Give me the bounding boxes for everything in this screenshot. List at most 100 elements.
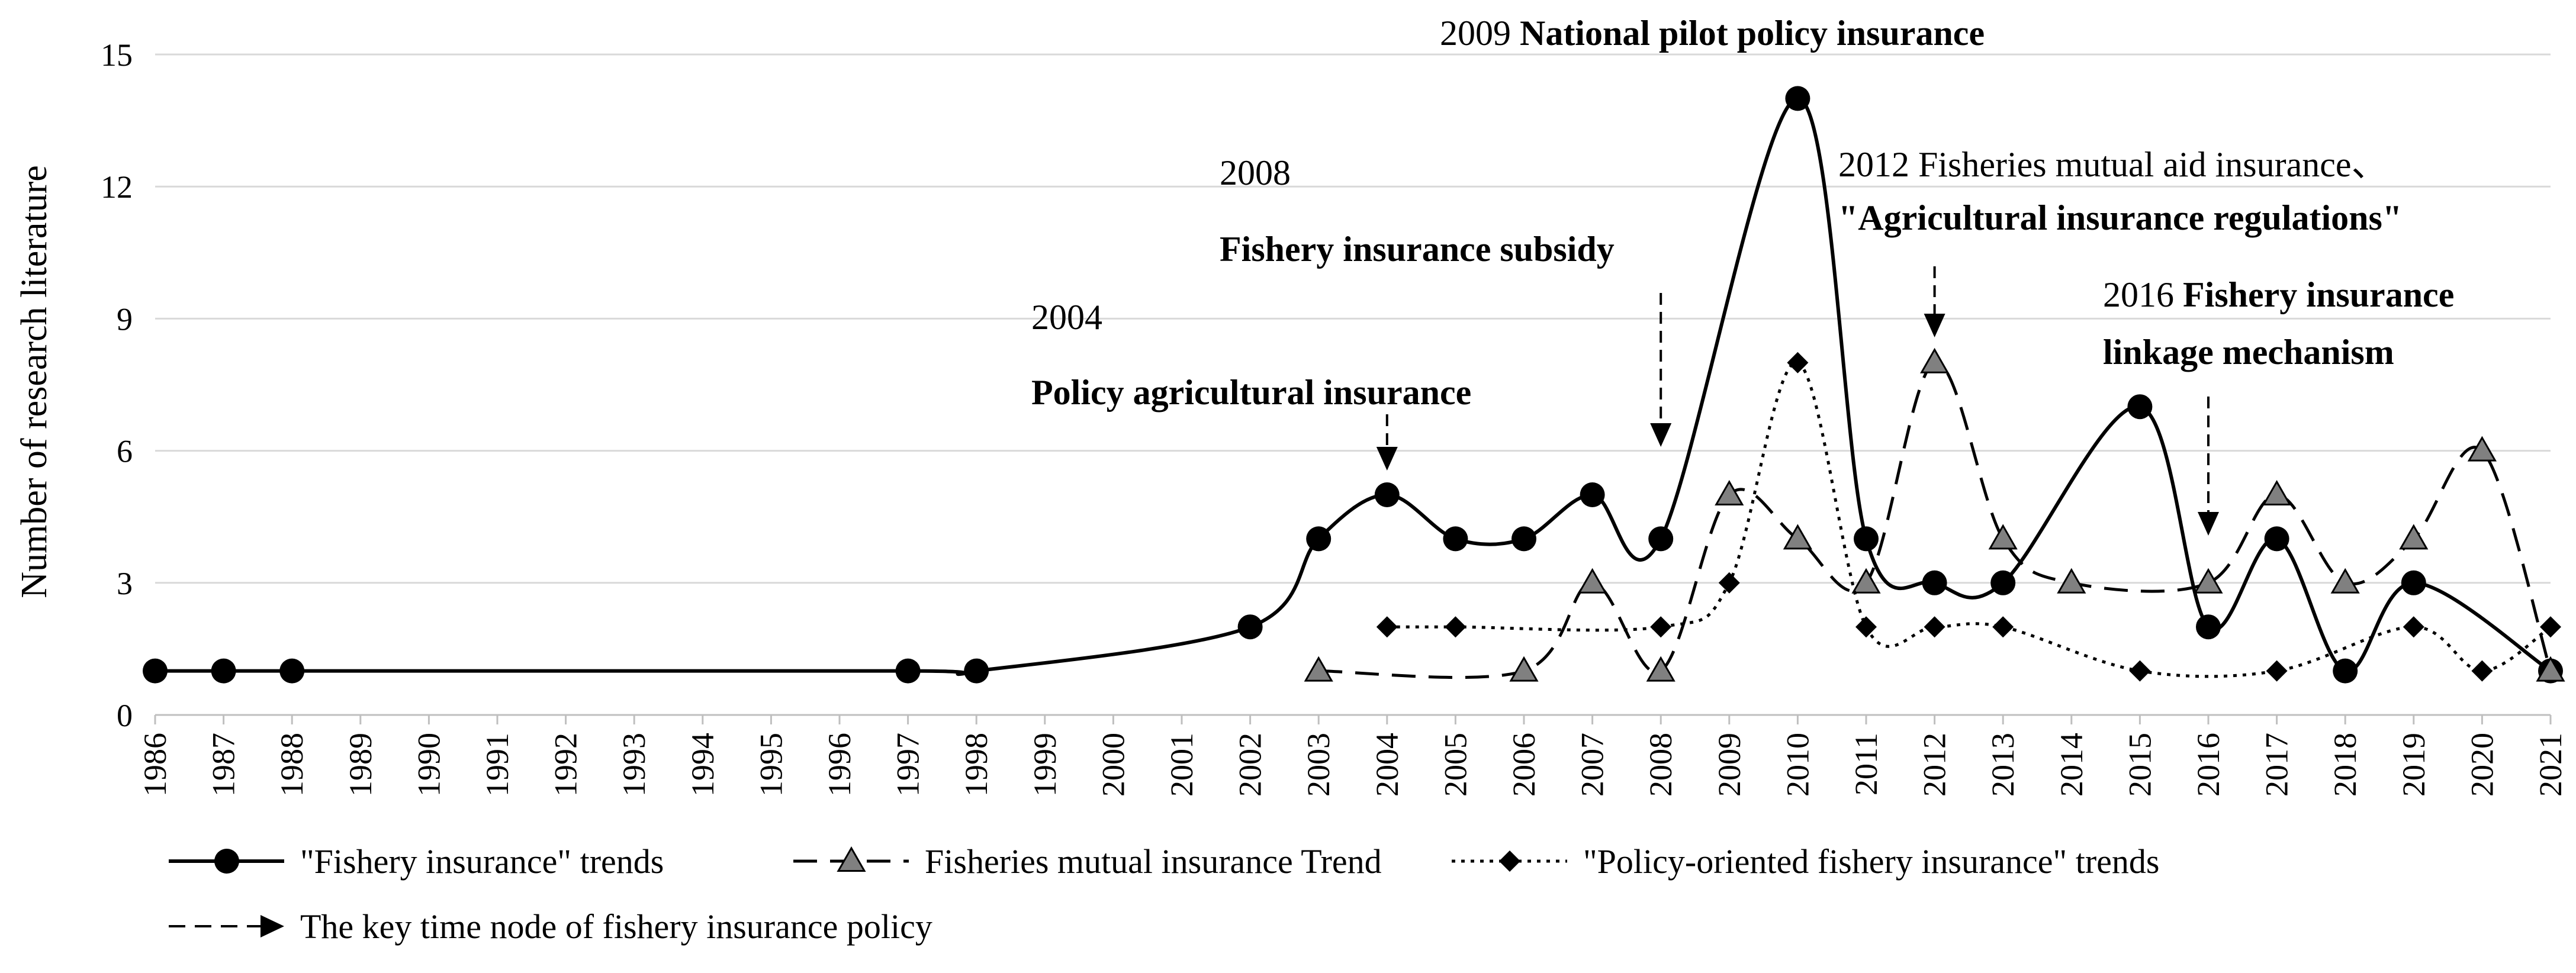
legend-label-1: Fisheries mutual insurance Trend xyxy=(925,842,1382,881)
point-1-2018 xyxy=(2330,568,2360,594)
point-1-2020 xyxy=(2467,436,2497,462)
point-0-2004 xyxy=(1374,482,1400,507)
legend: "Fishery insurance" trends Fisheries mutu… xyxy=(169,842,2159,946)
point-0-1987 xyxy=(211,658,236,684)
series-2 xyxy=(1376,352,2561,682)
x-tick-2000: 2000 xyxy=(1095,733,1131,797)
point-2-2019 xyxy=(2403,616,2424,638)
x-tick-1990: 1990 xyxy=(411,733,446,797)
point-2-2012 xyxy=(1924,616,1945,638)
y-tick-6: 6 xyxy=(117,434,133,469)
point-2-2015 xyxy=(2129,660,2151,682)
annotation-2008-year: 2008 xyxy=(1220,153,1291,192)
annotation-2012-line1: 2012 Fisheries mutual aid insurance、 xyxy=(1838,145,2387,184)
point-1-2019 xyxy=(2399,524,2429,550)
x-tick-1986: 1986 xyxy=(137,733,173,797)
x-tick-1995: 1995 xyxy=(753,733,789,797)
point-1-2012 xyxy=(1920,347,1950,373)
x-tick-2013: 2013 xyxy=(1985,733,2021,797)
point-1-2006 xyxy=(1509,656,1539,682)
point-0-2015 xyxy=(2127,394,2153,420)
x-tick-2020: 2020 xyxy=(2464,733,2500,797)
x-tick-1994: 1994 xyxy=(685,733,721,797)
point-1-2007 xyxy=(1578,568,1607,594)
point-0-2010 xyxy=(1785,86,1810,111)
point-2-2004 xyxy=(1376,616,1398,638)
point-0-2003 xyxy=(1306,526,1332,552)
x-tick-2012: 2012 xyxy=(1917,733,1953,797)
point-0-2007 xyxy=(1580,482,1605,507)
annotation-2004-arrow-head xyxy=(1376,447,1398,471)
annotations: 2004 Policy agricultural insurance 2008 Fis… xyxy=(1031,14,2454,536)
point-1-2009 xyxy=(1715,479,1744,505)
legend-marker-0 xyxy=(214,849,239,874)
point-0-2002 xyxy=(1237,614,1263,640)
point-0-1997 xyxy=(895,658,921,684)
point-1-2011 xyxy=(1851,568,1881,594)
x-tick-1987: 1987 xyxy=(206,733,242,797)
point-1-2008 xyxy=(1646,656,1675,682)
point-0-2018 xyxy=(2333,658,2358,684)
y-tick-9: 9 xyxy=(117,301,133,337)
point-0-1998 xyxy=(964,658,989,684)
x-tick-2018: 2018 xyxy=(2327,733,2363,797)
point-2-2010 xyxy=(1787,352,1809,373)
y-tick-12: 12 xyxy=(101,169,133,205)
legend-label-2: "Policy-oriented fishery insurance" tren… xyxy=(1583,842,2159,881)
x-tick-2007: 2007 xyxy=(1575,733,1610,797)
x-tick-2003: 2003 xyxy=(1301,733,1336,797)
x-tick-labels: 1986 1987 1988 1989 1990 1991 1992 1993 1994 1995… xyxy=(137,733,2568,797)
point-0-2008 xyxy=(1648,526,1674,552)
annotation-2016-line2: linkage mechanism xyxy=(2103,333,2394,372)
series-1 xyxy=(1304,347,2565,682)
point-1-2021 xyxy=(2536,656,2565,682)
x-tick-2004: 2004 xyxy=(1369,733,1405,797)
series-line-1 xyxy=(1318,361,2552,679)
axes xyxy=(154,714,2552,724)
x-tick-2021: 2021 xyxy=(2533,733,2568,797)
x-tick-2014: 2014 xyxy=(2054,733,2089,797)
legend-marker-2 xyxy=(1499,850,1520,872)
point-1-2003 xyxy=(1304,656,1333,682)
point-1-2013 xyxy=(1988,524,2018,550)
point-0-2019 xyxy=(2401,570,2426,595)
series-line-0 xyxy=(155,96,2552,676)
annotation-2004-text: Policy agricultural insurance xyxy=(1031,373,1471,412)
x-tick-1993: 1993 xyxy=(616,733,652,797)
annotation-2012-arrow-head xyxy=(1924,314,1945,337)
legend-label-0: "Fishery insurance" trends xyxy=(300,842,664,881)
series-group xyxy=(143,86,2565,684)
x-tick-2008: 2008 xyxy=(1643,733,1678,797)
x-tick-2002: 2002 xyxy=(1233,733,1268,797)
legend-item-1: Fisheries mutual insurance Trend xyxy=(793,842,1382,881)
point-0-1988 xyxy=(279,658,305,684)
point-2-2008 xyxy=(1650,616,1672,638)
point-0-2005 xyxy=(1443,526,1468,552)
point-1-2014 xyxy=(2057,568,2086,594)
legend-item-2: "Policy-oriented fishery insurance" tren… xyxy=(1452,842,2159,881)
annotation-2008-text: Fishery insurance subsidy xyxy=(1220,230,1615,269)
x-tick-2006: 2006 xyxy=(1506,733,1542,797)
legend-key-node-head xyxy=(261,915,284,937)
point-0-2006 xyxy=(1511,526,1536,552)
legend-item-0: "Fishery insurance" trends xyxy=(169,842,664,881)
annotation-2012-line2: "Agricultural insurance regulations" xyxy=(1838,198,2402,237)
point-1-2017 xyxy=(2262,479,2292,505)
legend-item-key-node: The key time node of fishery insurance p… xyxy=(169,907,932,946)
point-2-2020 xyxy=(2471,660,2493,682)
x-tick-2005: 2005 xyxy=(1437,733,1473,797)
x-tick-1992: 1992 xyxy=(548,733,584,797)
point-0-1986 xyxy=(143,658,168,684)
point-2-2013 xyxy=(1992,616,2014,638)
annotation-2008-arrow-head xyxy=(1650,423,1672,447)
annotation-2016-year: 2016 xyxy=(2103,275,2183,314)
x-tick-1998: 1998 xyxy=(959,733,994,797)
point-0-2012 xyxy=(1922,570,1947,595)
x-tick-2019: 2019 xyxy=(2396,733,2432,797)
x-tick-1989: 1989 xyxy=(343,733,378,797)
y-tick-0: 0 xyxy=(117,698,133,733)
point-2-2005 xyxy=(1445,616,1467,638)
point-2-2021 xyxy=(2540,616,2561,638)
x-tick-2009: 2009 xyxy=(1712,733,1747,797)
